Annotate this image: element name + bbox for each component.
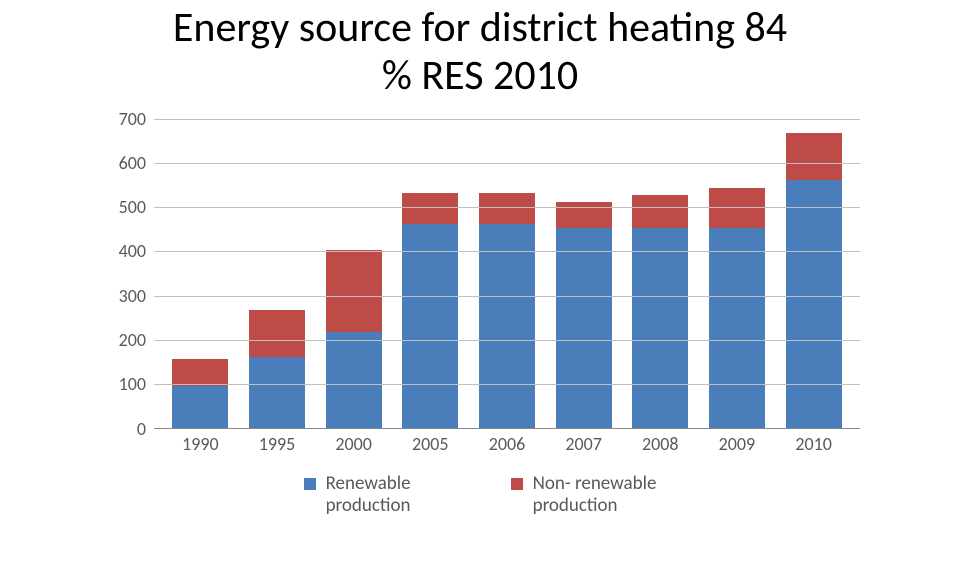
bar-segment-renewable [249,357,305,428]
bar-segment-renewable [402,224,458,428]
bar-segment-renewable [172,386,228,428]
y-tick-label: 200 [119,329,146,351]
bars-container [154,119,860,428]
x-tick-label: 2008 [632,429,688,459]
x-tick-label: 2007 [556,429,612,459]
bar-segment-nonrenewable [556,202,612,229]
x-tick-label: 1995 [249,429,305,459]
bar-segment-nonrenewable [172,359,228,386]
bar-segment-renewable [556,228,612,427]
bar-column [632,195,688,427]
bar-segment-renewable [709,228,765,427]
grid-line [154,340,860,341]
stacked-bar-chart: 0100200300400500600700 19901995200020052… [100,119,860,459]
y-tick-label: 100 [119,373,146,395]
y-tick-label: 600 [119,152,146,174]
y-axis: 0100200300400500600700 [100,119,154,429]
grid-line [154,384,860,385]
y-tick-label: 400 [119,240,146,262]
legend-swatch [511,478,523,490]
bar-segment-nonrenewable [326,250,382,332]
bar-segment-nonrenewable [249,310,305,357]
plot-area [154,119,860,429]
grid-line [154,207,860,208]
bar-column [249,310,305,427]
bar-column [402,193,458,428]
x-tick-label: 1990 [172,429,228,459]
bar-segment-nonrenewable [402,193,458,224]
x-tick-label: 2005 [402,429,458,459]
title-line-2: % RES 2010 [382,50,578,101]
x-tick-label: 2010 [786,429,842,459]
x-tick-label: 2009 [709,429,765,459]
bar-column [556,202,612,428]
bar-segment-renewable [479,224,535,428]
x-tick-label: 2000 [326,429,382,459]
y-tick-label: 500 [119,196,146,218]
y-tick-label: 0 [137,418,146,440]
bar-segment-renewable [632,228,688,427]
bar-segment-renewable [326,332,382,427]
bar-column [709,188,765,427]
legend-label: Renewable production [326,473,411,519]
bar-segment-renewable [786,180,842,428]
legend-item: Non- renewable production [511,473,657,519]
bar-column [172,359,228,428]
legend-item: Renewable production [304,473,411,519]
y-tick-label: 700 [119,108,146,130]
x-axis: 1990 1995 2000 2005 2006 2007 2008 2009 2010 [154,429,860,459]
grid-line [154,251,860,252]
y-tick-label: 300 [119,285,146,307]
legend-label: Non- renewable production [533,473,657,519]
bar-segment-nonrenewable [479,193,535,224]
bar-segment-nonrenewable [786,133,842,180]
chart-legend: Renewable production Non- renewable produ… [0,473,960,519]
grid-line [154,296,860,297]
bar-column [479,193,535,428]
grid-line [154,163,860,164]
slide-title: Energy source for district heating 84 % … [0,0,960,101]
x-tick-label: 2006 [479,429,535,459]
title-line-1: Energy source for district heating 84 [173,2,787,53]
legend-swatch [304,478,316,490]
bar-segment-nonrenewable [632,195,688,228]
grid-line [154,119,860,120]
bar-segment-nonrenewable [709,188,765,228]
